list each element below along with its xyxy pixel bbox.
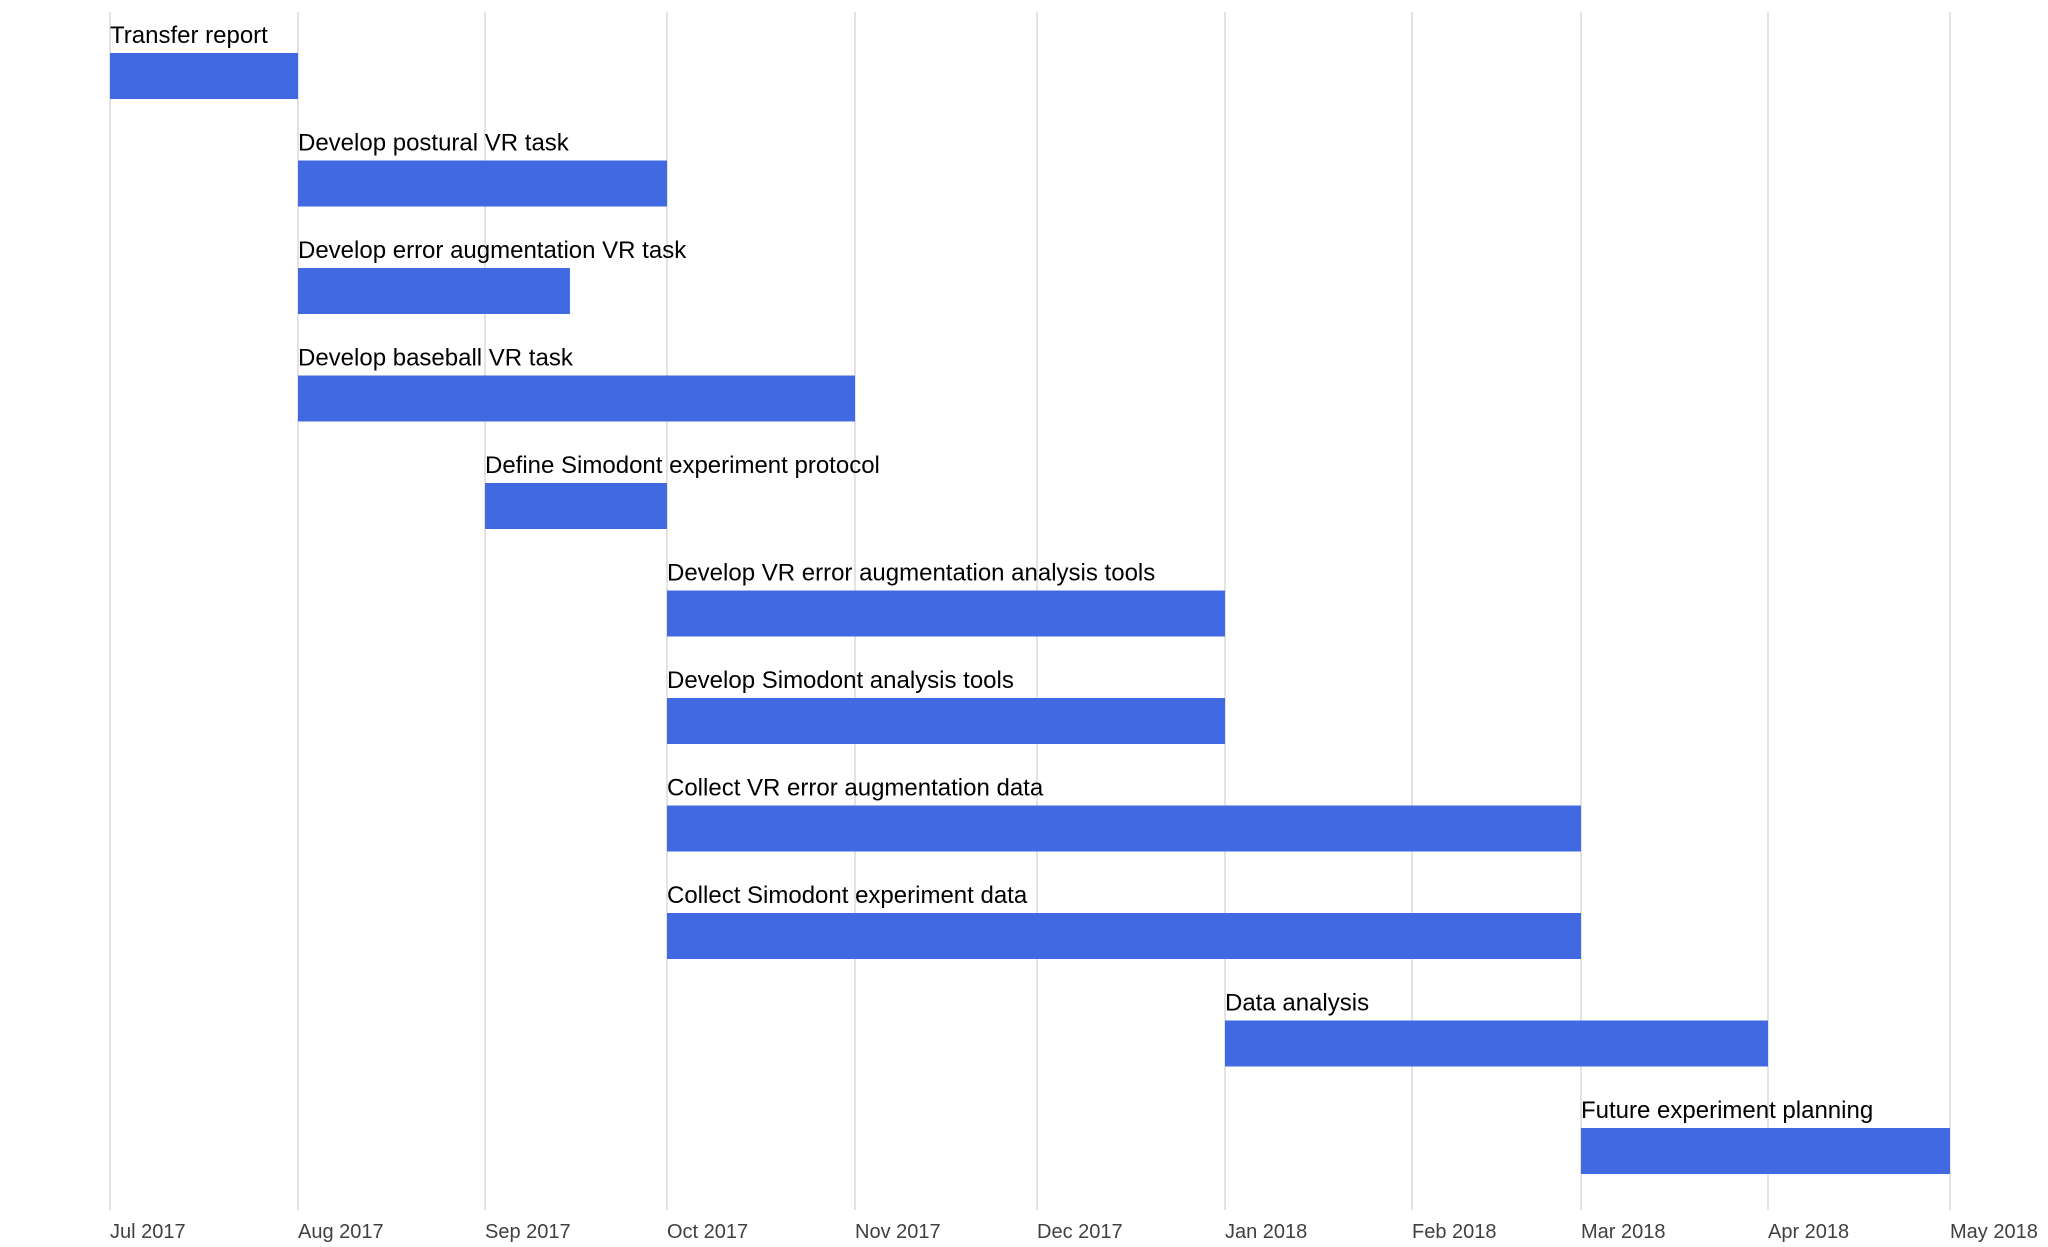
x-tick-label: May 2018: [1950, 1221, 2038, 1243]
task-label: Develop Simodont analysis tools: [667, 667, 1014, 694]
task-bar: [667, 698, 1225, 744]
task-label: Collect Simodont experiment data: [667, 882, 1028, 909]
task-bar: [298, 375, 855, 422]
x-tick-label: Sep 2017: [485, 1221, 571, 1243]
task-bar: [298, 160, 667, 207]
x-tick-label: Jul 2017: [110, 1221, 186, 1243]
task-bar: [485, 483, 667, 529]
task-bars: [110, 53, 1950, 1174]
task-label: Future experiment planning: [1581, 1097, 1873, 1124]
task-label: Develop baseball VR task: [298, 345, 574, 372]
task-bar: [1225, 1020, 1768, 1067]
task-label: Collect VR error augmentation data: [667, 775, 1044, 802]
task-label: Develop error augmentation VR task: [298, 237, 687, 264]
task-bar: [667, 805, 1581, 852]
x-tick-label: Mar 2018: [1581, 1221, 1666, 1243]
x-tick-label: Aug 2017: [298, 1221, 384, 1243]
task-label: Define Simodont experiment protocol: [485, 452, 880, 479]
x-tick-label: Apr 2018: [1768, 1221, 1849, 1243]
x-tick-label: Oct 2017: [667, 1221, 748, 1243]
x-tick-label: Nov 2017: [855, 1221, 941, 1243]
task-label: Develop VR error augmentation analysis t…: [667, 560, 1155, 587]
task-bar: [667, 590, 1225, 637]
task-bar: [298, 268, 570, 314]
x-tick-label: Feb 2018: [1412, 1221, 1497, 1243]
task-labels: Transfer report Develop postural VR task D…: [110, 22, 1873, 1124]
task-bar: [1581, 1128, 1950, 1174]
x-tick-label: Jan 2018: [1225, 1221, 1307, 1243]
x-tick-label: Dec 2017: [1037, 1221, 1123, 1243]
x-axis-tick-labels: Jul 2017 Aug 2017 Sep 2017 Oct 2017 Nov 2017…: [110, 1221, 2038, 1243]
task-label: Data analysis: [1225, 990, 1369, 1017]
task-bar: [110, 53, 298, 99]
task-bar: [667, 913, 1581, 959]
task-label: Develop postural VR task: [298, 130, 570, 157]
task-label: Transfer report: [110, 22, 268, 49]
